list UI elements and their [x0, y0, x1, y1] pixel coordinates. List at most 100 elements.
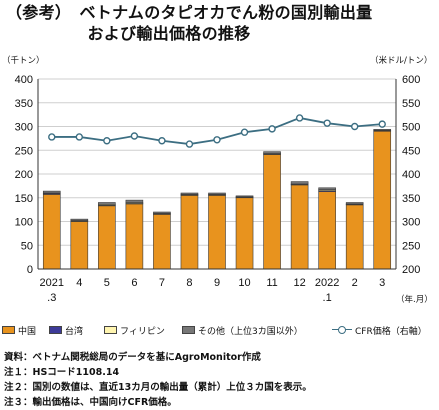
legend-item-cfr-price: CFR価格（右軸） [332, 322, 427, 338]
axes: 0 50 100 150 200 250 300 350 400 200 250 300 350 400 4… [15, 74, 421, 304]
legend-label-philippines: フィリピン [120, 326, 165, 337]
cfr-price-point [185, 140, 194, 148]
cfr-price-point [130, 132, 139, 140]
note-2: 注２：国別の数値は、直近13カ月の輸出量（累計）上位３カ国を表示。 [4, 382, 312, 393]
legend: 中国 台湾 フィリピン その他（上位3カ国以外） CFR価格（右軸） [2, 322, 438, 338]
x-tick-label: 10 [238, 277, 250, 289]
x-tick-label: 2022.1 [315, 277, 339, 304]
cfr-price-point [268, 125, 276, 133]
cfr-price-point [350, 122, 359, 131]
cfr-price-point [240, 128, 249, 136]
y-left-tick-label: 100 [15, 217, 33, 229]
legend-swatch-taiwan [49, 326, 62, 334]
legend-item-taiwan: 台湾 [49, 322, 83, 338]
x-tick-label: 3 [379, 277, 385, 289]
bar-segment [290, 181, 309, 185]
chart-title: （参考） ベトナムのタピオカでん粉の国別輸出量 および輸出価格の推移 [6, 2, 436, 44]
bar-segment [373, 129, 392, 131]
bar-segment [235, 197, 254, 270]
y-right-tick-label: 300 [402, 217, 420, 229]
cfr-price-point [103, 137, 111, 145]
legend-swatch-china [2, 326, 15, 334]
y-right-tick-label: 350 [402, 193, 420, 205]
legend-label-china: 中国 [18, 326, 37, 337]
chart-title-line-2: および輸出価格の推移 [6, 24, 251, 43]
bar-segment [290, 184, 309, 270]
bar-segment [318, 187, 336, 190]
y-left-tick-label: 350 [15, 98, 33, 110]
y-right-tick-label: 200 [402, 264, 420, 276]
legend-label-cfr-price: CFR価格（右軸） [355, 326, 427, 337]
legend-label-others: その他（上位3カ国以外） [198, 326, 303, 337]
x-tick-label: 2021.3 [40, 277, 64, 304]
legend-swatch-philippines [104, 326, 117, 334]
chart-title-line-1: （参考） ベトナムのタピオカでん粉の国別輸出量 [6, 3, 373, 22]
bar-segment [263, 151, 281, 154]
bar-segment [180, 195, 199, 270]
bar-segment [345, 204, 364, 270]
y-right-tick-label: 500 [402, 122, 420, 134]
y-left-tick-label: 250 [15, 145, 33, 157]
y-left-tick-label: 300 [15, 122, 33, 134]
note-1: 注１：HSコード1108.14 [4, 367, 120, 378]
notes: 資料：ベトナム関税総局のデータを基にAgroMonitor作成 注１：HSコード… [4, 350, 436, 410]
bar-segment [345, 202, 364, 205]
bar-segment [42, 194, 61, 270]
bar-segment [125, 199, 144, 203]
x-tick-label: 7 [159, 277, 165, 289]
legend-item-philippines: フィリピン [104, 322, 165, 338]
bar-segment [180, 192, 199, 195]
y-right-tick-label: 250 [402, 240, 420, 252]
x-tick-label: 8 [186, 277, 192, 289]
x-tick-label: 6 [131, 277, 137, 289]
y-right-tick-label: 450 [402, 145, 420, 157]
bar-segment [70, 221, 89, 270]
bar-segment [153, 214, 171, 270]
bar-segment [318, 191, 336, 270]
legend-label-taiwan: 台湾 [65, 326, 84, 337]
x-tick-label: 11 [266, 277, 277, 289]
price-line [48, 114, 386, 148]
bar-segment [42, 190, 61, 194]
y-left-tick-label: 400 [15, 74, 33, 86]
bar-segment [98, 205, 116, 270]
x-tick-label: 5 [104, 277, 110, 289]
bar-segment [235, 195, 254, 198]
y-right-tick-label: 400 [402, 169, 420, 181]
cfr-price-point [323, 119, 331, 127]
y-left-tick-label: 0 [27, 264, 33, 276]
bars [42, 129, 392, 270]
bar-segment [208, 192, 226, 195]
cfr-price-point [378, 120, 386, 128]
cfr-price-point [295, 114, 304, 122]
bar-segment [125, 203, 144, 270]
cfr-price-point [48, 133, 56, 141]
y-right-tick-label: 550 [402, 98, 420, 110]
legend-swatch-others [182, 326, 195, 334]
legend-item-others: その他（上位3カ国以外） [182, 322, 303, 338]
y-left-tick-label: 200 [15, 169, 33, 181]
bar-segment [98, 202, 116, 205]
x-tick-label: 2 [352, 277, 358, 289]
y-left-tick-label: 50 [21, 240, 33, 252]
bar-segment [153, 211, 171, 214]
note-3: 注３：輸出価格は、中国向けCFR価格。 [4, 397, 177, 408]
y-left-axis-label: （千トン） [2, 55, 45, 66]
chart-area: （千トン） （米ドル/トン） 0 50 100 150 200 250 300 350 400 2… [2, 55, 433, 305]
y-left-tick-label: 150 [15, 193, 33, 205]
bar-segment [263, 154, 281, 270]
bar-segment [373, 130, 392, 270]
bar-segment [70, 218, 89, 221]
y-right-axis-label: （米ドル/トン） [370, 55, 432, 66]
x-axis-unit-label: （年.月） [396, 294, 433, 305]
cfr-price-point [158, 137, 166, 145]
bar-segment [208, 195, 226, 270]
x-tick-label: 12 [293, 277, 305, 289]
legend-item-china: 中国 [2, 322, 36, 338]
cfr-price-point [75, 133, 84, 141]
y-right-tick-label: 600 [402, 74, 420, 86]
x-tick-label: 9 [214, 277, 220, 289]
grid-lines [38, 78, 396, 270]
x-tick-label: 4 [76, 277, 82, 289]
legend-swatch-cfr-price [332, 325, 352, 335]
